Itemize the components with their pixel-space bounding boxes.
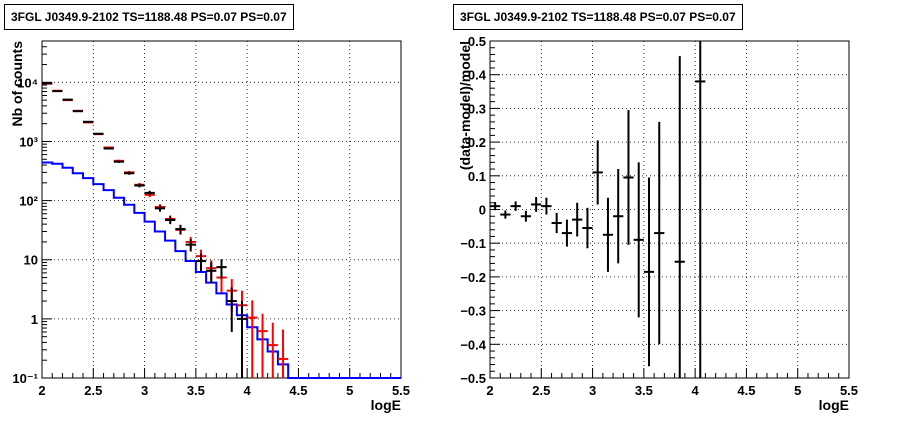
x-tick-label: 4 xyxy=(244,383,252,398)
x-tick-label: 5.5 xyxy=(840,383,858,398)
x-axis-title: logE xyxy=(371,397,401,413)
y-tick-label: 0.5 xyxy=(468,34,486,49)
counts-chart: 2 2.5 3 3.5 4 4.5 5 5.5 10⁻¹ 1 10 10² 10³ 10⁴ logE Nb o… xyxy=(9,40,410,413)
y-tick-label: 0.1 xyxy=(468,169,486,184)
x-tick-label: 4 xyxy=(692,383,700,398)
y-tick-label: 0.4 xyxy=(468,68,487,83)
y-tick-label: 10 xyxy=(24,253,38,268)
y-tick-label: −0.3 xyxy=(460,304,486,319)
counts-panel: 2 2.5 3 3.5 4 4.5 5 5.5 10⁻¹ 1 10 10² 10³ 10⁴ logE Nb o… xyxy=(4,4,410,413)
y-tick-label: 1 xyxy=(31,312,38,327)
x-tick-label: 3.5 xyxy=(635,383,653,398)
y-tick-label: 10⁻¹ xyxy=(12,371,38,386)
y-axis-title: Nb of counts xyxy=(9,41,25,127)
x-tick-label: 4.5 xyxy=(289,383,307,398)
x-tick-label: 3 xyxy=(589,383,596,398)
x-tick-label: 2.5 xyxy=(532,383,550,398)
x-tick-label: 4.5 xyxy=(737,383,755,398)
x-tick-label: 2 xyxy=(486,383,493,398)
residuals-chart: 2 2.5 3 3.5 4 4.5 5 5.5 −0.5 −0.4 −0.3 −0.2 −0.1 0 0.1… xyxy=(457,34,858,413)
y-tick-label: 10³ xyxy=(19,134,38,149)
y-tick-label: 0 xyxy=(479,203,486,218)
plot-frame xyxy=(41,40,402,379)
residuals-chart-title: 3FGL J0349.9-2102 TS=1188.48 PS=0.07 PS=… xyxy=(453,4,743,30)
counts-chart-title: 3FGL J0349.9-2102 TS=1188.48 PS=0.07 PS=… xyxy=(4,4,294,30)
y-axis-title: (data-model)/model xyxy=(457,41,473,170)
x-tick-label: 2 xyxy=(38,383,45,398)
x-tick-label: 5.5 xyxy=(392,383,410,398)
plot-frame xyxy=(489,40,850,379)
x-axis-title: logE xyxy=(819,397,849,413)
y-tick-label: −0.1 xyxy=(460,236,486,251)
x-tick-label: 2.5 xyxy=(84,383,102,398)
y-tick-label: 0.3 xyxy=(468,101,486,116)
x-tick-label: 3.5 xyxy=(187,383,205,398)
y-tick-label: 10⁴ xyxy=(17,75,38,90)
model-step-line xyxy=(42,161,401,379)
x-tick-label: 3 xyxy=(141,383,148,398)
y-tick-label: 10² xyxy=(19,194,38,209)
residuals-panel: 2 2.5 3 3.5 4 4.5 5 5.5 −0.5 −0.4 −0.3 −0.2 −0.1 0 0.1… xyxy=(449,0,898,421)
y-tick-label: −0.2 xyxy=(460,270,486,285)
x-tick-label: 5 xyxy=(794,383,801,398)
y-tick-label: −0.4 xyxy=(460,337,486,352)
y-tick-label: 0.2 xyxy=(468,135,486,150)
x-tick-label: 5 xyxy=(346,383,353,398)
y-tick-label: −0.5 xyxy=(460,371,486,386)
